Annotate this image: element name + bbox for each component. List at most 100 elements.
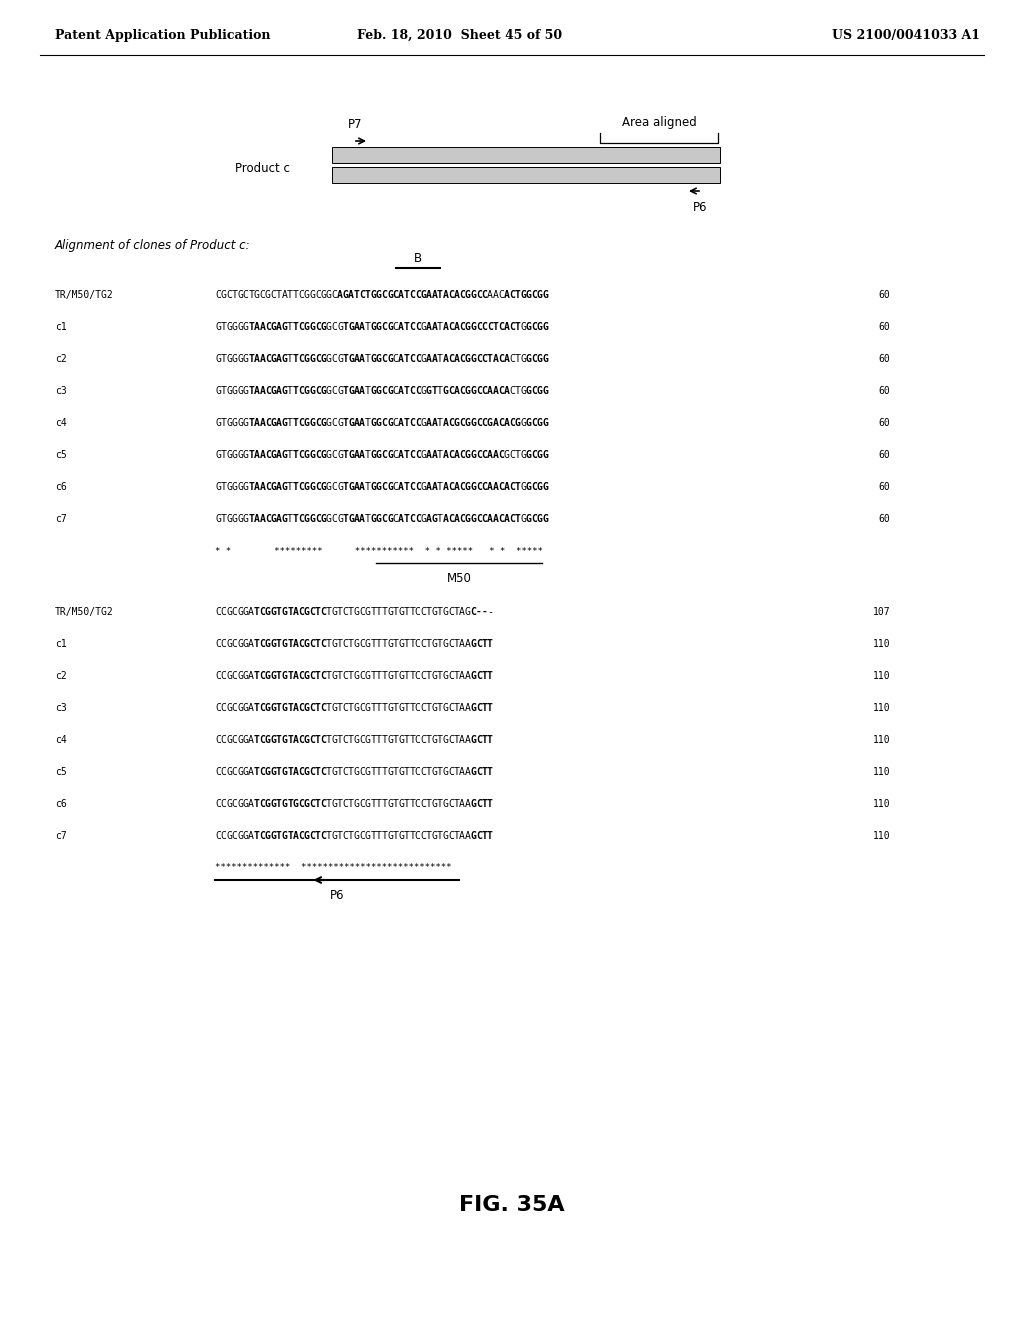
Text: A: A [348,290,354,300]
Text: T: T [392,607,398,616]
Text: C: C [265,354,270,364]
Text: 60: 60 [879,418,890,428]
Text: G: G [337,354,343,364]
Text: G: G [215,450,221,459]
Text: G: G [543,513,548,524]
Text: c7: c7 [55,513,67,524]
Text: T: T [287,607,293,616]
Text: T: T [403,322,410,333]
Text: T: T [293,322,299,333]
Text: G: G [537,322,543,333]
Text: G: G [442,385,449,396]
Text: A: A [276,354,282,364]
Text: G: G [238,671,243,681]
Text: C: C [220,832,226,841]
Text: C: C [449,385,454,396]
Text: T: T [220,482,226,492]
Text: A: A [487,450,493,459]
Text: G: G [387,767,393,777]
Text: A: A [442,290,449,300]
Text: T: T [382,735,387,744]
Bar [332,168,720,183]
Text: G: G [304,290,309,300]
Text: T: T [454,735,460,744]
Text: C: C [321,704,327,713]
Text: T: T [481,832,487,841]
Text: A: A [293,767,299,777]
Text: A: A [293,704,299,713]
Text: A: A [359,354,366,364]
Text: G: G [270,735,276,744]
Text: T: T [493,322,499,333]
Text: G: G [465,385,471,396]
Text: C: C [309,639,315,649]
Text: T: T [382,799,387,809]
Text: G: G [525,513,531,524]
Text: A: A [426,354,432,364]
Text: T: T [426,671,432,681]
Text: G: G [371,322,376,333]
Text: A: A [426,482,432,492]
Text: T: T [315,639,321,649]
Text: G: G [376,482,382,492]
Text: C: C [298,799,304,809]
Text: T: T [293,513,299,524]
Text: C: C [382,450,387,459]
Text: G: G [332,704,338,713]
Text: A: A [276,322,282,333]
Text: C: C [415,607,421,616]
Text: C: C [481,290,487,300]
Text: A: A [487,290,493,300]
Text: C: C [382,482,387,492]
Text: T: T [481,704,487,713]
Text: G: G [265,704,270,713]
Text: G: G [470,799,476,809]
Text: G: G [332,799,338,809]
Text: G: G [226,385,232,396]
Text: G: G [270,418,276,428]
Text: A: A [248,704,254,713]
Text: C: C [481,354,487,364]
Text: G: G [465,607,471,616]
Text: G: G [420,450,426,459]
Text: G: G [353,735,359,744]
Text: G: G [543,290,548,300]
Text: G: G [321,385,327,396]
Text: T: T [487,832,493,841]
Text: T: T [293,290,299,300]
Text: G: G [282,671,288,681]
Text: A: A [337,290,343,300]
Text: C: C [410,450,415,459]
Text: C: C [215,832,221,841]
Text: G: G [398,832,404,841]
Text: G: G [387,290,393,300]
Text: T: T [382,767,387,777]
Text: C: C [332,322,338,333]
Text: C: C [509,354,515,364]
Text: C: C [231,799,238,809]
Text: T: T [487,767,493,777]
Text: T: T [437,354,442,364]
Text: C: C [498,450,504,459]
Text: A: A [426,513,432,524]
Text: C: C [420,607,426,616]
Text: C: C [298,450,304,459]
Text: A: A [293,671,299,681]
Text: G: G [321,513,327,524]
Text: G: G [254,290,260,300]
Text: C: C [415,704,421,713]
Text: T: T [348,832,354,841]
Text: 110: 110 [872,735,890,744]
Text: T: T [403,290,410,300]
Text: G: G [309,385,315,396]
Text: G: G [282,385,288,396]
Text: G: G [442,767,449,777]
Text: T: T [410,799,415,809]
Text: G: G [387,450,393,459]
Text: A: A [442,354,449,364]
Text: T: T [392,799,398,809]
Text: G: G [376,290,382,300]
Text: C: C [476,671,481,681]
Text: A: A [282,290,288,300]
Text: C: C [509,450,515,459]
